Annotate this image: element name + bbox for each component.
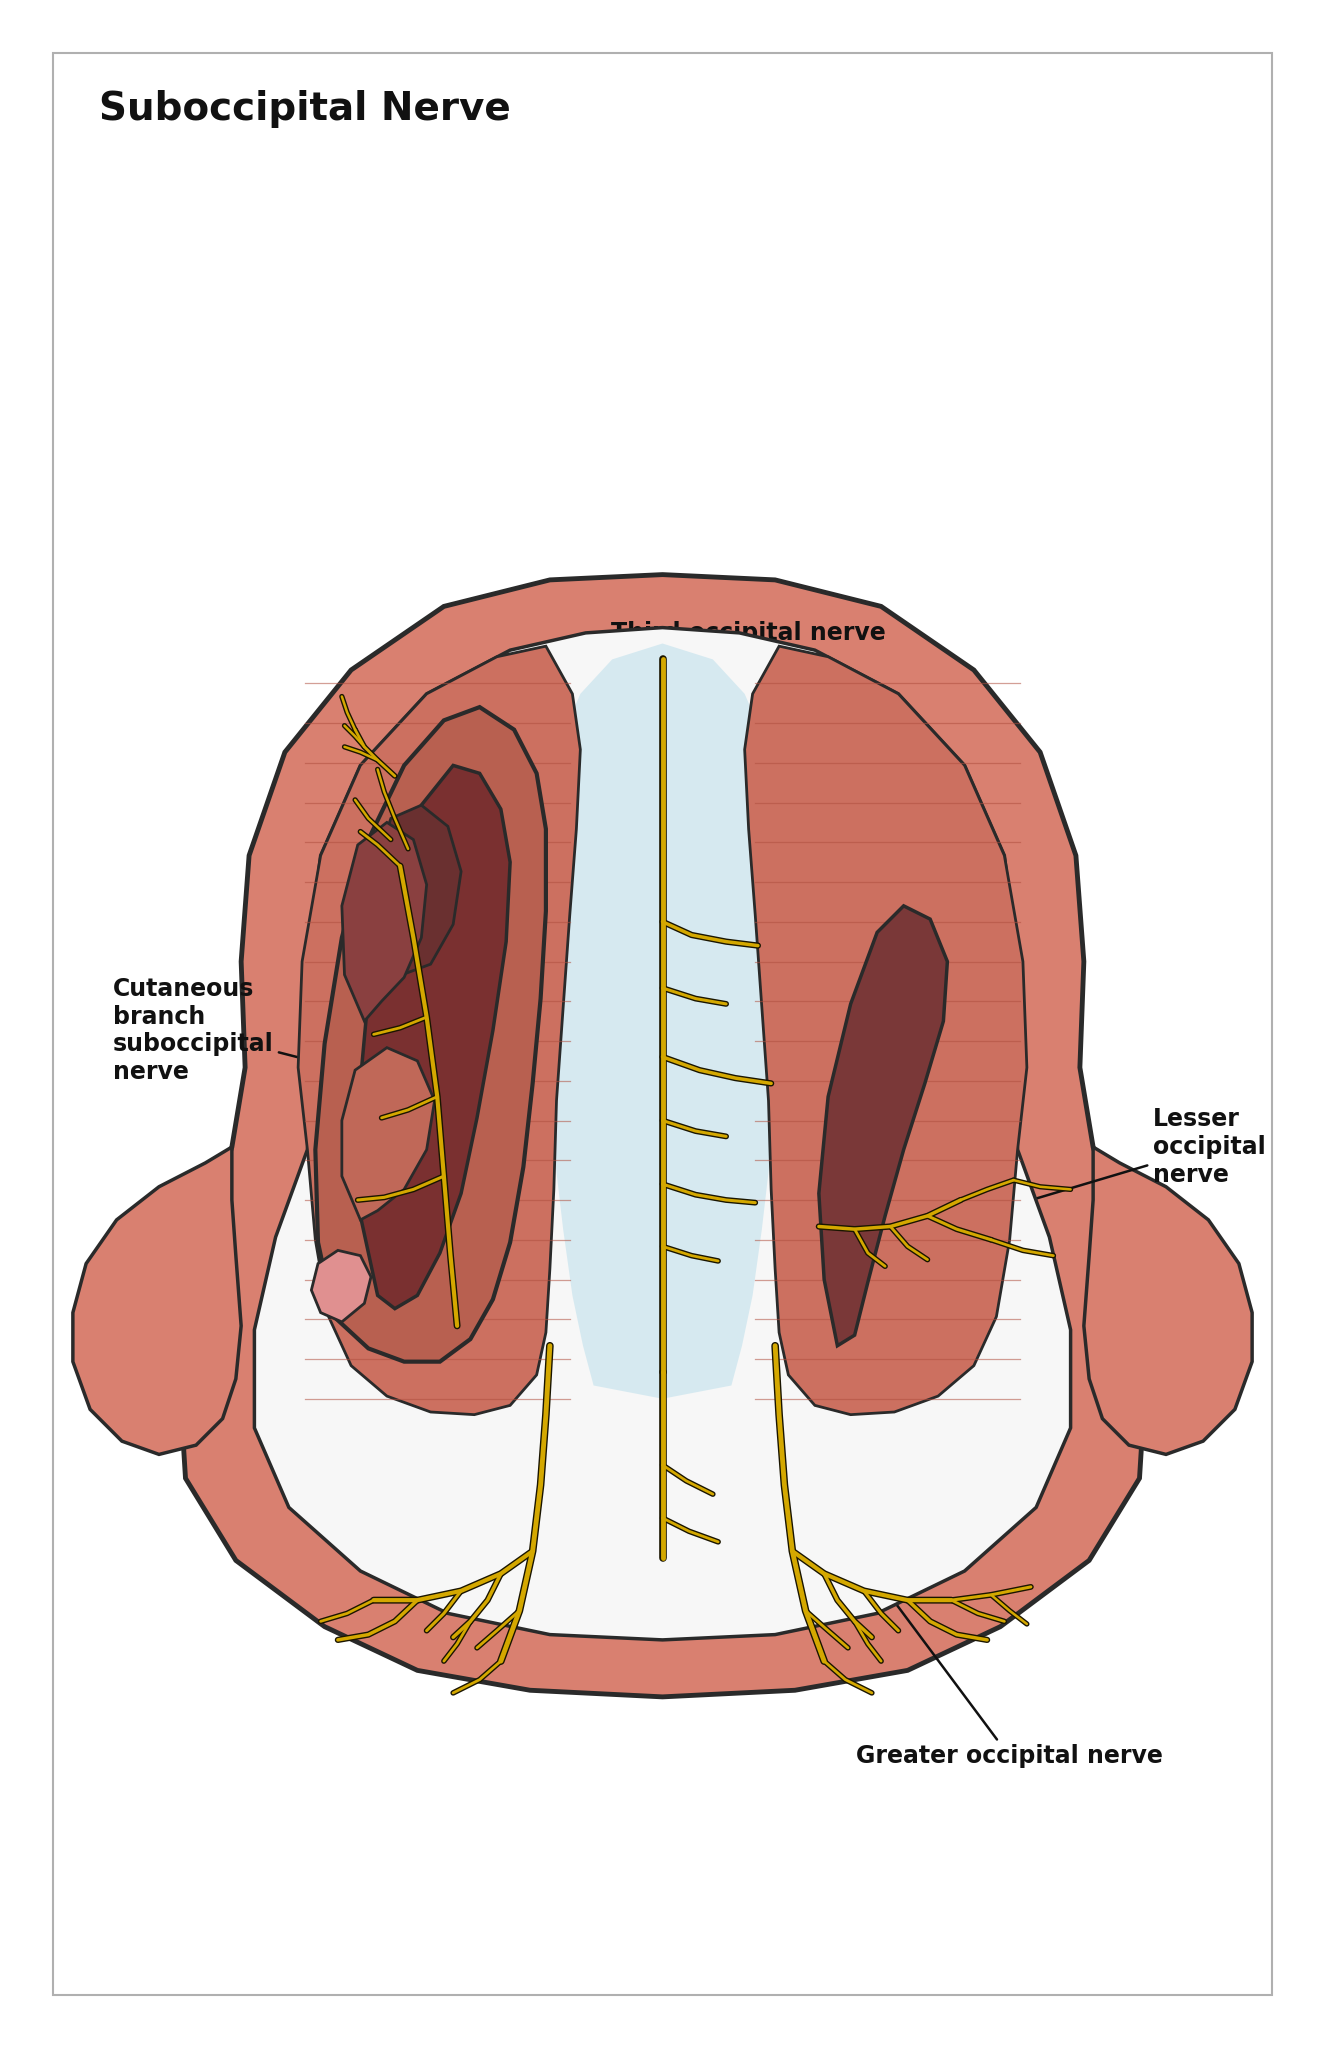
Polygon shape: [374, 805, 461, 977]
Polygon shape: [73, 1147, 241, 1454]
Polygon shape: [315, 707, 546, 1362]
Text: Cutaneous
branch
suboccipital
nerve: Cutaneous branch suboccipital nerve: [113, 977, 395, 1083]
Polygon shape: [342, 1049, 435, 1221]
Polygon shape: [358, 766, 510, 1309]
Polygon shape: [745, 647, 1027, 1415]
Text: Suboccipital Nerve: Suboccipital Nerve: [99, 90, 511, 127]
Polygon shape: [254, 627, 1071, 1640]
Polygon shape: [179, 575, 1146, 1698]
Polygon shape: [298, 647, 580, 1415]
Polygon shape: [342, 823, 427, 1022]
Text: Third occipital nerve: Third occipital nerve: [611, 621, 886, 709]
Text: Greater occipital nerve: Greater occipital nerve: [836, 1522, 1163, 1769]
Polygon shape: [311, 1251, 371, 1321]
Polygon shape: [819, 905, 947, 1346]
Polygon shape: [541, 643, 784, 1399]
Polygon shape: [1084, 1147, 1252, 1454]
Text: Lesser
occipital
nerve: Lesser occipital nerve: [983, 1108, 1265, 1217]
